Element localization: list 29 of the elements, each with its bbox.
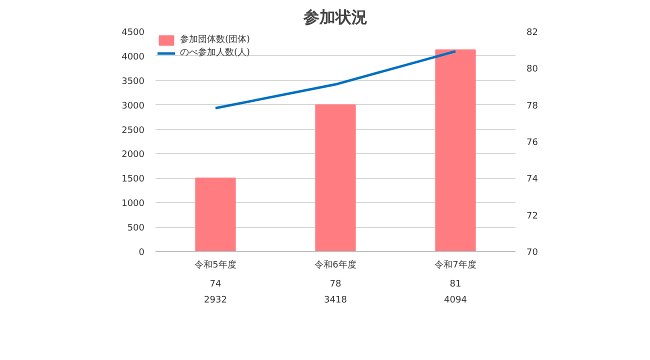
data-label: 81 xyxy=(450,280,462,290)
x-tick-label: 令和5年度 xyxy=(194,260,236,270)
y2-tick-label: 72 xyxy=(526,211,538,222)
y-tick-label: 4000 xyxy=(122,52,145,62)
chart-title: 参加状況 xyxy=(302,8,368,26)
y-tick-label: 1000 xyxy=(122,199,145,210)
data-label: 2932 xyxy=(204,296,227,306)
y2-tick-label: 74 xyxy=(526,174,538,185)
y-tick-label: 1500 xyxy=(122,174,145,185)
data-label: 3418 xyxy=(324,296,348,306)
y-tick-label: 3000 xyxy=(122,101,145,112)
y2-tick-label: 82 xyxy=(526,28,538,38)
x-tick-label: 令和6年度 xyxy=(314,260,356,270)
y-tick-label: 500 xyxy=(127,224,145,234)
x-tick-label: 令和7年度 xyxy=(434,260,476,270)
y-tick-label: 2000 xyxy=(122,150,145,160)
data-label: 4094 xyxy=(444,296,468,306)
y2-tick-label: 76 xyxy=(526,138,538,148)
y-tick-label: 3500 xyxy=(122,76,145,87)
data-label: 74 xyxy=(210,280,222,290)
y2-tick-label: 78 xyxy=(526,101,538,112)
y-tick-label: 2500 xyxy=(122,126,145,136)
legend-label: 参加団体数(団体) xyxy=(180,34,250,46)
y-tick-label: 0 xyxy=(138,248,145,258)
y-tick-label: 4500 xyxy=(122,28,145,38)
y2-tick-label: 70 xyxy=(526,248,538,258)
data-label: 78 xyxy=(330,280,342,290)
y2-tick-label: 80 xyxy=(526,64,538,75)
legend-label: のべ参加人数(人) xyxy=(180,46,250,59)
